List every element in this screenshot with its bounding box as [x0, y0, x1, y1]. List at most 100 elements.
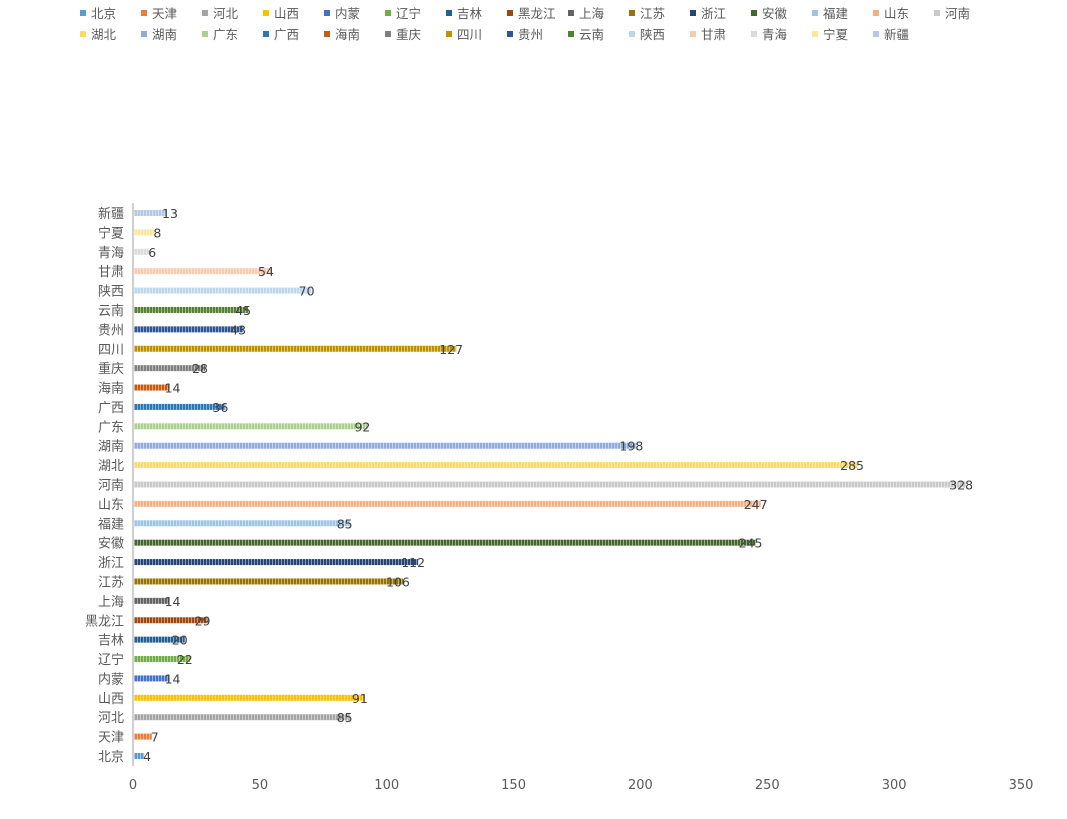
legend-swatch — [629, 30, 635, 37]
y-tick-label: 宁夏 — [98, 225, 124, 241]
x-tick-label: 150 — [501, 778, 526, 793]
legend-item: 山东 — [873, 3, 934, 22]
bar — [134, 675, 170, 682]
bar — [134, 617, 208, 624]
bar — [134, 694, 365, 701]
y-tick-label: 辽宁 — [98, 652, 124, 668]
legend-item: 陕西 — [629, 24, 690, 43]
data-label: 8 — [153, 225, 161, 240]
legend-row: 北京 天津 河北 山西 内蒙 辽宁 吉林 黑龙江 上海 江苏 浙江 安徽 福建 山东 河南 — [80, 2, 1040, 23]
legend-label: 湖南 — [152, 27, 178, 42]
bar — [134, 714, 350, 721]
y-tick-label: 内蒙 — [98, 671, 124, 687]
legend-swatch — [934, 9, 940, 16]
y-tick-label: 湖南 — [98, 439, 124, 455]
legend-swatch — [446, 9, 452, 16]
x-tick-label: 250 — [755, 778, 780, 793]
bar — [134, 229, 155, 236]
bar — [134, 656, 190, 663]
legend-swatch — [629, 9, 635, 16]
legend-item: 云南 — [568, 24, 629, 43]
data-label: 285 — [840, 458, 864, 473]
legend-label: 辽宁 — [396, 6, 422, 21]
y-tick-label: 青海 — [98, 246, 124, 261]
legend-label: 广东 — [213, 27, 239, 42]
legend-label: 浙江 — [701, 6, 727, 21]
legend-swatch — [568, 9, 574, 16]
legend-swatch — [202, 9, 208, 16]
bar — [134, 423, 368, 430]
data-label: 106 — [386, 574, 410, 589]
legend-item: 宁夏 — [812, 24, 873, 43]
y-tick-label: 甘肃 — [98, 265, 124, 280]
legend-label: 广西 — [274, 27, 300, 42]
data-label: 127 — [439, 342, 463, 357]
data-label: 247 — [744, 497, 768, 512]
legend-item: 黑龙江 — [507, 3, 568, 22]
y-tick-label: 河南 — [98, 478, 124, 494]
legend-row: 湖北 湖南 广东 广西 海南 重庆 四川 贵州 云南 陕西 甘肃 青海 宁夏 新疆 — [80, 23, 1040, 44]
y-tick-label: 云南 — [98, 303, 124, 319]
legend-swatch — [385, 9, 391, 16]
legend-label: 青海 — [762, 27, 788, 42]
data-label: 14 — [165, 671, 181, 686]
legend-label: 山西 — [274, 6, 300, 21]
legend-swatch — [751, 30, 757, 37]
legend-label: 天津 — [152, 6, 178, 21]
x-tick-label: 0 — [129, 778, 137, 793]
legend-swatch — [568, 30, 574, 37]
bar — [134, 636, 185, 643]
legend-label: 贵州 — [518, 27, 544, 42]
y-tick-label: 浙江 — [98, 556, 124, 571]
legend-item: 海南 — [324, 24, 385, 43]
legend-item: 北京 — [80, 3, 141, 22]
legend-item: 四川 — [446, 24, 507, 43]
legend-swatch — [751, 9, 757, 16]
bar — [134, 210, 167, 216]
legend-item: 安徽 — [751, 3, 812, 22]
legend-label: 湖北 — [91, 27, 117, 42]
legend-swatch — [202, 30, 208, 37]
legend-item: 青海 — [751, 24, 812, 43]
legend-item: 山西 — [263, 3, 324, 22]
legend-label: 新疆 — [884, 27, 910, 42]
y-tick-label: 海南 — [98, 381, 124, 397]
legend-swatch — [141, 30, 147, 37]
data-label: 91 — [352, 691, 368, 706]
legend-item: 重庆 — [385, 24, 446, 43]
bar — [134, 287, 312, 294]
legend-swatch — [812, 30, 818, 37]
y-tick-label: 陕西 — [98, 285, 124, 300]
legend-item: 甘肃 — [690, 24, 751, 43]
legend-swatch — [80, 9, 86, 16]
legend-swatch — [446, 30, 452, 37]
bar — [134, 403, 226, 410]
legend-item: 辽宁 — [385, 3, 446, 22]
legend-swatch — [873, 9, 879, 16]
data-label: 92 — [354, 419, 370, 434]
y-tick-label: 广西 — [98, 401, 124, 416]
bar — [134, 597, 170, 604]
data-label: 43 — [230, 322, 246, 337]
bar — [134, 365, 206, 372]
bar — [134, 268, 272, 275]
legend-swatch — [507, 9, 513, 16]
data-label: 112 — [401, 555, 425, 570]
x-tick-label: 350 — [1009, 778, 1034, 793]
legend-label: 河南 — [945, 6, 971, 21]
bar — [134, 306, 249, 313]
bar — [134, 384, 170, 391]
y-tick-label: 上海 — [98, 595, 124, 610]
legend-swatch — [507, 30, 513, 37]
data-label: 14 — [165, 381, 181, 396]
legend-label: 内蒙 — [335, 6, 361, 21]
legend-item: 广东 — [202, 24, 263, 43]
bar — [134, 345, 457, 352]
data-label: 85 — [337, 516, 353, 531]
legend-label: 吉林 — [457, 6, 483, 21]
data-label: 13 — [162, 206, 178, 221]
legend-label: 山东 — [884, 6, 910, 21]
y-tick-label: 湖北 — [98, 459, 124, 474]
legend-label: 甘肃 — [701, 27, 727, 42]
bar — [134, 753, 145, 759]
